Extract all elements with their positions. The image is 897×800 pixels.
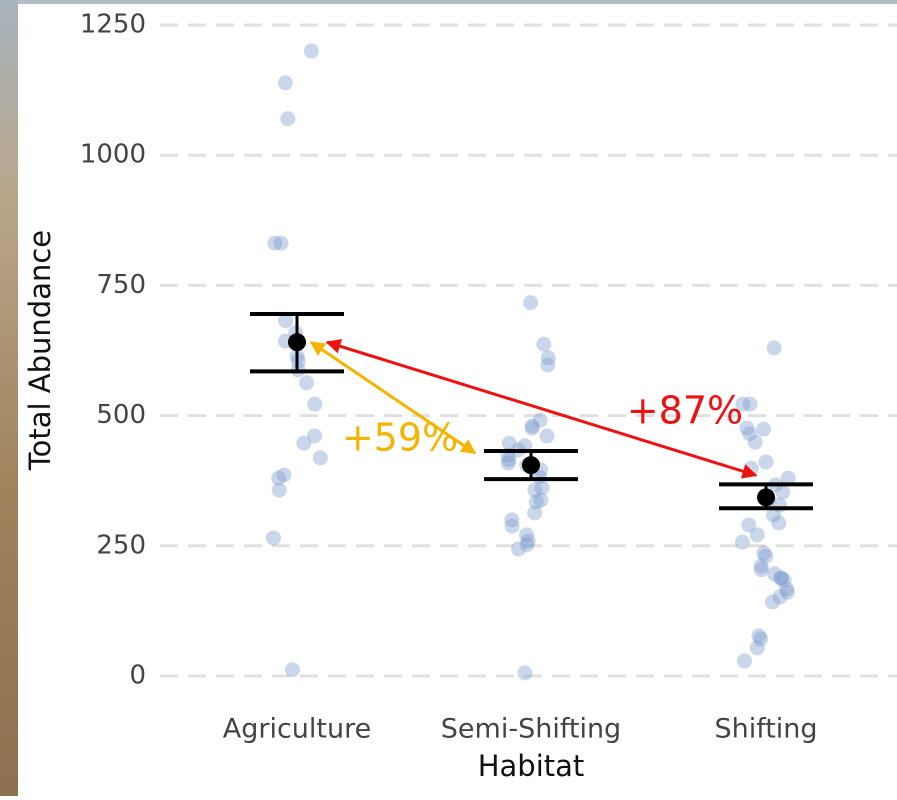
data-point <box>734 534 750 550</box>
data-point <box>299 375 315 391</box>
data-point <box>520 533 536 549</box>
data-point <box>756 545 772 561</box>
data-point <box>504 518 520 534</box>
y-tick-label: 1000 <box>80 140 146 170</box>
data-point <box>307 396 323 412</box>
data-point <box>540 357 556 373</box>
data-point <box>504 512 520 528</box>
data-point <box>741 517 757 533</box>
data-point <box>271 482 287 498</box>
data-point <box>749 527 765 543</box>
data-point <box>265 530 281 546</box>
data-point <box>773 570 789 586</box>
data-point <box>267 235 283 251</box>
data-point <box>758 454 774 470</box>
data-point <box>539 428 555 444</box>
data-point <box>775 484 791 500</box>
y-tick-label: 250 <box>96 530 146 560</box>
data-point <box>758 548 774 564</box>
data-point <box>753 562 769 578</box>
mean-point <box>288 333 306 352</box>
x-tick-label: Agriculture <box>223 714 372 745</box>
data-point <box>742 396 758 412</box>
data-point <box>517 665 533 681</box>
data-point <box>753 631 769 647</box>
photo-strip <box>0 0 18 796</box>
data-point <box>284 662 300 678</box>
data-point <box>278 313 294 329</box>
data-point <box>776 572 792 588</box>
data-point <box>747 434 763 450</box>
data-point <box>527 505 543 521</box>
data-point <box>779 584 795 600</box>
data-point <box>271 470 287 486</box>
data-point <box>780 470 796 486</box>
data-point <box>533 492 549 508</box>
x-axis-title: Habitat <box>478 749 585 783</box>
y-tick-label: 750 <box>96 270 146 300</box>
data-point <box>280 111 296 127</box>
data-point <box>500 455 516 471</box>
y-tick-label: 1250 <box>80 10 146 40</box>
x-tick-label: Shifting <box>714 714 817 745</box>
data-point <box>536 336 552 352</box>
data-point <box>273 235 289 251</box>
y-tick-label: 0 <box>129 661 146 691</box>
data-point <box>518 527 534 543</box>
data-point <box>779 581 795 597</box>
data-point <box>766 340 782 356</box>
mean-point <box>522 456 540 475</box>
data-point <box>751 628 767 644</box>
data-point <box>519 537 535 553</box>
data-point <box>511 541 527 557</box>
y-axis-title: Total Abundance <box>23 230 57 471</box>
data-point <box>737 653 753 669</box>
data-point <box>771 515 787 531</box>
annotation-arrow <box>325 339 758 479</box>
data-point <box>303 43 319 59</box>
data-point <box>524 420 540 436</box>
mean-point <box>757 488 775 507</box>
data-point <box>312 450 328 466</box>
data-point <box>277 75 293 91</box>
data-point <box>773 570 789 586</box>
data-point <box>534 480 550 496</box>
data-point <box>764 594 780 610</box>
data-point <box>749 640 765 656</box>
y-tick-label: 500 <box>96 400 146 430</box>
data-point <box>772 589 788 605</box>
data-point <box>753 558 769 574</box>
x-tick-label: Semi-Shifting <box>441 714 621 745</box>
data-point <box>523 295 539 311</box>
annotation-label: +59% <box>342 416 458 460</box>
data-point <box>276 467 292 483</box>
data-point <box>296 435 312 451</box>
annotation-label: +87% <box>627 389 743 433</box>
data-point <box>767 566 783 582</box>
data-point <box>527 482 543 498</box>
data-point <box>765 507 781 523</box>
data-point <box>528 494 544 510</box>
data-point <box>756 421 772 437</box>
top-strip <box>0 0 897 4</box>
